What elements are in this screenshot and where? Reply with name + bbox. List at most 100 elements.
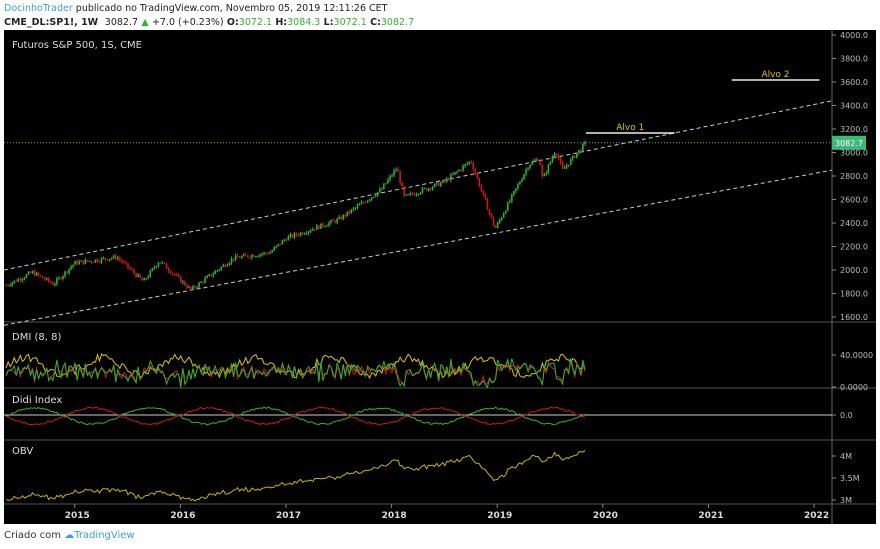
candle-body	[76, 261, 78, 265]
price-tick-label: 2800.0	[840, 172, 868, 181]
chart-svg[interactable]: Futuros S&P 500, 1S, CME Alvo 1 Alvo 2 308…	[3, 30, 876, 524]
high-label: H:	[275, 17, 288, 28]
pane-tick-label: 3M	[840, 496, 852, 505]
candle-body	[578, 149, 580, 154]
candle-body	[283, 239, 286, 241]
candle-body	[356, 205, 359, 208]
candle-body	[25, 274, 28, 278]
candle-body	[529, 164, 531, 169]
candle-body	[106, 259, 109, 261]
candle-body	[527, 168, 529, 170]
pane-tick-label: 40.0000	[840, 351, 873, 360]
high: 3084.3	[287, 17, 321, 28]
candle-body	[334, 220, 336, 223]
candle-body	[509, 200, 511, 203]
candle-body	[218, 269, 221, 271]
candle-body	[216, 270, 219, 272]
candle-body	[425, 188, 428, 191]
candle-body	[17, 279, 20, 282]
author-link[interactable]: DocinhoTrader	[4, 3, 73, 14]
candle-body	[433, 183, 436, 188]
candle-body	[301, 232, 304, 235]
candle-body	[247, 255, 249, 258]
candle-body	[344, 214, 347, 217]
candle-body	[458, 169, 460, 172]
candle-body	[112, 255, 115, 259]
candle-body	[137, 274, 139, 278]
candle-body	[175, 274, 178, 276]
candle-body	[133, 269, 135, 274]
candle-body	[338, 216, 340, 219]
candle-body	[490, 213, 493, 218]
candle-body	[492, 217, 495, 226]
candle-body	[236, 255, 239, 258]
candle-body	[155, 266, 158, 268]
candle-body	[110, 258, 113, 260]
candle-body	[117, 257, 119, 260]
candle-body	[72, 264, 74, 267]
chart-canvas[interactable]: Futuros S&P 500, 1S, CME Alvo 1 Alvo 2 308…	[3, 30, 876, 524]
candle-body	[226, 264, 229, 267]
candle-body	[374, 195, 377, 197]
candle-body	[322, 223, 324, 227]
tradingview-link[interactable]: TradingView	[74, 530, 135, 541]
candle-body	[571, 155, 574, 160]
candle-body	[307, 231, 310, 234]
price-tick-label: 2200.0	[840, 243, 868, 252]
candle-body	[198, 282, 200, 288]
candle-body	[281, 240, 284, 245]
candle-body	[204, 278, 206, 283]
candle-body	[58, 277, 60, 279]
publish-text: publicado no TradingView.com, Novembro 0…	[75, 3, 388, 14]
time-tick-label: 2015	[65, 511, 90, 521]
candle-body	[484, 194, 487, 200]
candle-body	[228, 262, 231, 265]
candle-body	[15, 280, 18, 282]
candle-body	[275, 245, 278, 248]
candle-body	[263, 252, 265, 254]
candle-body	[565, 165, 568, 168]
candle-body	[448, 178, 450, 181]
candle-body	[573, 155, 576, 158]
trendline	[3, 169, 833, 326]
price-tick-label: 2000.0	[840, 266, 868, 275]
candle-body	[251, 255, 253, 258]
price-tick-label: 2400.0	[840, 219, 868, 228]
candle-body	[190, 286, 192, 290]
candle-body	[289, 234, 292, 237]
candle-body	[498, 219, 501, 223]
publish-info: DocinhoTrader publicado no TradingView.c…	[4, 3, 387, 14]
candle-body	[525, 169, 527, 175]
candle-body	[13, 280, 16, 283]
candle-body	[563, 167, 566, 169]
candle-body	[108, 259, 111, 261]
candle-body	[186, 285, 188, 288]
candle-body	[49, 281, 52, 283]
candle-body	[212, 273, 215, 276]
candle-body	[537, 159, 540, 162]
candle-body	[244, 254, 247, 256]
candle-body	[279, 243, 282, 245]
candle-body	[539, 161, 542, 165]
candle-body	[354, 207, 357, 209]
candle-body	[200, 281, 202, 283]
candle-body	[179, 276, 182, 283]
candle-body	[39, 275, 42, 277]
candle-body	[557, 155, 560, 160]
candle-body	[23, 277, 26, 280]
candle-body	[366, 200, 369, 203]
candle-body	[580, 149, 582, 151]
candle-body	[114, 255, 117, 260]
candle-body	[399, 171, 401, 183]
candle-body	[444, 180, 446, 182]
candle-body	[161, 262, 164, 264]
candle-body	[220, 266, 223, 270]
candle-body	[421, 188, 424, 193]
price-tick-label: 1800.0	[840, 290, 868, 299]
candle-body	[82, 260, 85, 264]
candle-body	[94, 259, 97, 263]
candle-body	[78, 261, 81, 265]
candle-body	[474, 169, 477, 174]
candle-body	[326, 225, 328, 227]
change: +7.0 (+0.23%)	[151, 17, 224, 28]
